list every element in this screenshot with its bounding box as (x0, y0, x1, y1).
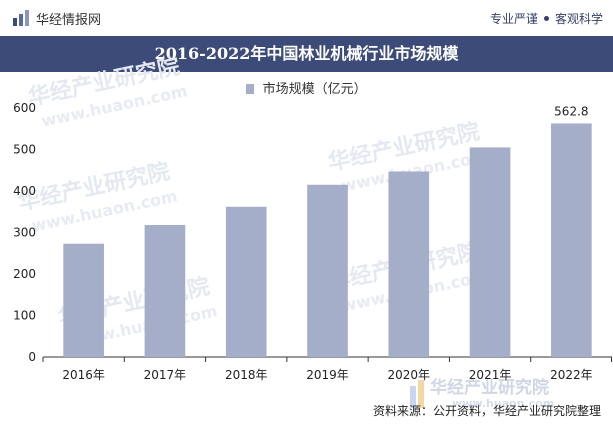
y-tick-label: 600 (13, 101, 36, 115)
y-tick-label: 500 (13, 143, 36, 157)
y-tick-label: 300 (13, 226, 36, 240)
x-tick-label: 2022年 (550, 368, 593, 382)
y-tick-label: 400 (13, 184, 36, 198)
legend-swatch-icon (246, 84, 255, 94)
chart-title: 2016-2022年中国林业机械行业市场规模 (154, 44, 459, 63)
watermark-group-6: 华经产业研究院 www.huaon.com (410, 377, 554, 410)
brand-name: 华经情报网 (36, 12, 102, 28)
y-tick-label: 200 (13, 267, 36, 281)
title-bar: 2016-2022年中国林业机械行业市场规模 (0, 36, 613, 72)
brand-logo-icon (13, 10, 29, 26)
x-tick-label: 2020年 (388, 368, 431, 382)
x-tick-label: 2021年 (469, 368, 512, 382)
brand[interactable]: 华经情报网 (12, 9, 102, 28)
watermark-brand-6: 华经产业研究院 (430, 377, 549, 398)
slogan-left: 专业严谨 (489, 12, 538, 26)
bar (225, 206, 267, 357)
x-tick-label: 2019年 (306, 368, 349, 382)
data-label: 562.8 (554, 104, 588, 118)
bar (307, 184, 348, 357)
x-tick-label: 2018年 (225, 368, 268, 382)
watermark-url-6: www.huaon.com (452, 397, 554, 410)
source-note: 资料来源：公开资料，华经产业研究院整理 (372, 404, 601, 418)
slogan: 专业严谨 客观科学 (490, 10, 603, 27)
data-labels: 562.8 (554, 104, 588, 118)
y-axis-ticks: 0 100 200 300 400 500 600 (13, 101, 36, 364)
bar (63, 243, 104, 357)
x-axis-ticks: 2016年 2017年 2018年 2019年 2020年 2021年 2022年 (42, 357, 612, 382)
chart-legend: 市场规模（亿元） (0, 78, 613, 97)
slogan-right: 客观科学 (554, 12, 603, 26)
bar (469, 147, 511, 357)
watermark-group-1: 华经产业研究院 www.huaon.com (26, 53, 189, 130)
watermark-logo-bar-2 (418, 380, 424, 408)
y-tick-label: 100 (13, 309, 36, 323)
y-tick-label: 0 (28, 350, 36, 364)
x-tick-label: 2017年 (144, 368, 187, 382)
slogan-dot-icon (543, 16, 549, 21)
legend-label: 市场规模（亿元） (262, 82, 367, 97)
bar (144, 225, 186, 357)
watermark-logo-bar-1 (410, 386, 416, 408)
bar (388, 171, 430, 357)
bar (551, 123, 592, 357)
x-tick-label: 2016年 (62, 368, 105, 382)
bars (63, 123, 592, 357)
